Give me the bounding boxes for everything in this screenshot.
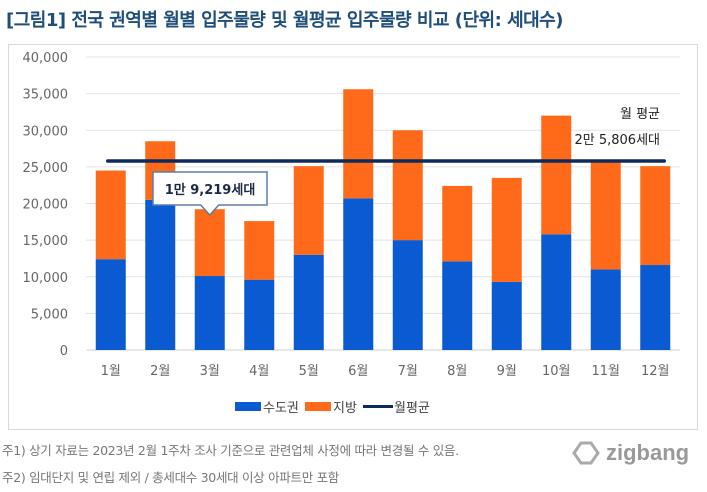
bar-regional bbox=[343, 89, 374, 199]
bar-regional bbox=[293, 166, 324, 255]
legend-label: 월평균 bbox=[394, 401, 430, 416]
y-tick-label: 25,000 bbox=[23, 161, 69, 176]
x-tick-label: 6월 bbox=[348, 364, 368, 379]
bar-regional bbox=[95, 170, 126, 260]
stacked-bar-chart: 0 5,000 10,000 15,000 20,000 25,000 30,000 35,0… bbox=[23, 51, 680, 416]
y-tick-label: 20,000 bbox=[23, 198, 69, 213]
bar-metro bbox=[442, 261, 473, 350]
footnote-2: 주2) 임대단지 및 연립 제외 / 총세대수 30세대 이상 아파트만 포함 bbox=[2, 470, 339, 485]
chart-frame bbox=[8, 44, 698, 430]
bar-metro bbox=[244, 279, 275, 350]
bar-regional bbox=[244, 221, 275, 280]
legend-swatch bbox=[305, 402, 331, 411]
footnote-1: 주1) 상기 자료는 2023년 2월 1주차 조사 기준으로 관련업체 사정에… bbox=[2, 443, 459, 458]
bar-metro bbox=[95, 259, 126, 350]
bar-regional bbox=[541, 115, 572, 235]
y-tick-label: 40,000 bbox=[23, 51, 69, 66]
y-tick-label: 0 bbox=[60, 344, 68, 359]
bar-metro bbox=[491, 281, 522, 350]
bar-regional bbox=[640, 166, 671, 266]
bar-metro bbox=[392, 240, 423, 350]
logo-icon bbox=[572, 441, 600, 465]
bar-regional bbox=[491, 177, 522, 282]
bar-metro bbox=[293, 254, 324, 350]
x-tick-label: 5월 bbox=[299, 364, 319, 379]
x-tick-label: 4월 bbox=[249, 364, 269, 379]
avg-value-label: 2만 5,806세대 bbox=[575, 133, 661, 148]
legend-label: 수도권 bbox=[263, 401, 299, 416]
bar-metro bbox=[194, 276, 225, 350]
y-tick-label: 35,000 bbox=[23, 88, 69, 103]
bar-metro bbox=[145, 199, 176, 350]
x-tick-label: 12월 bbox=[641, 364, 670, 379]
bar-metro bbox=[541, 234, 572, 350]
callout-box bbox=[152, 171, 268, 217]
bar-metro bbox=[640, 265, 671, 350]
bar-regional bbox=[442, 185, 473, 262]
bar-metro bbox=[590, 269, 621, 350]
x-tick-label: 7월 bbox=[398, 364, 418, 379]
bar-metro bbox=[343, 198, 374, 350]
x-tick-label: 8월 bbox=[447, 364, 467, 379]
y-tick-label: 5,000 bbox=[31, 307, 68, 322]
x-tick-label: 3월 bbox=[200, 364, 220, 379]
zigbang-logo: zigbang bbox=[572, 440, 689, 466]
x-tick-label: 9월 bbox=[497, 364, 517, 379]
y-tick-label: 15,000 bbox=[23, 234, 69, 249]
logo-text: zigbang bbox=[606, 440, 690, 465]
y-tick-label: 10,000 bbox=[23, 271, 69, 286]
legend-swatch bbox=[235, 402, 261, 411]
callout-text: 1만 9,219세대 bbox=[165, 182, 256, 198]
bar-regional bbox=[194, 209, 225, 277]
x-tick-label: 2월 bbox=[150, 364, 170, 379]
x-tick-label: 11월 bbox=[591, 364, 620, 379]
legend-label: 지방 bbox=[333, 401, 357, 416]
x-tick-label: 1월 bbox=[101, 364, 121, 379]
chart-title: [그림1] 전국 권역별 월별 입주물량 및 월평균 입주물량 비교 (단위: … bbox=[6, 10, 563, 31]
avg-label: 월 평균 bbox=[620, 107, 660, 122]
bar-regional bbox=[590, 161, 621, 270]
bar-regional bbox=[392, 130, 423, 241]
x-tick-label: 10월 bbox=[542, 364, 571, 379]
y-tick-label: 30,000 bbox=[23, 124, 69, 139]
